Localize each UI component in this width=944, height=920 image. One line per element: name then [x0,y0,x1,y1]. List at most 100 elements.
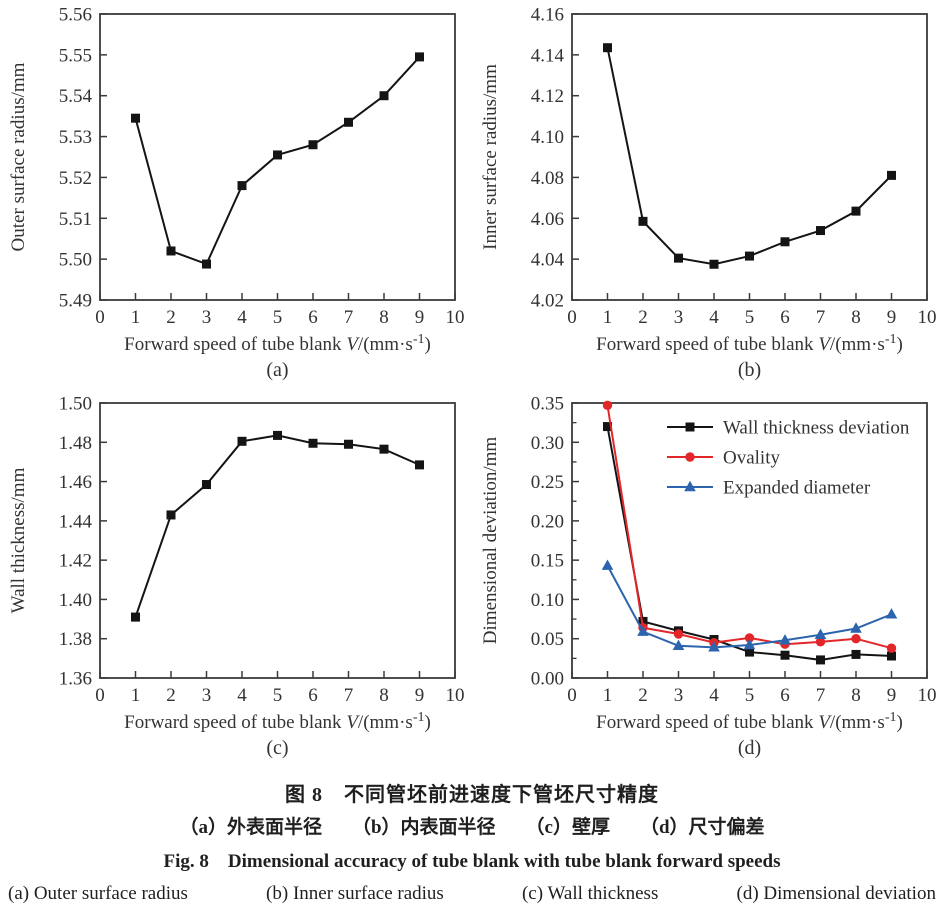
square-marker [131,113,140,123]
square-marker [851,649,861,659]
chart-svg-d: 0 1 2 3 4 5 6 7 8 9 10 0.00 0.05 0.10 0.15 0.20 0.25 0.30… [480,394,937,760]
y-axis-title: Dimensional deviation/mm [480,437,501,645]
y-axis-title: Wall thickness/mm [8,467,29,613]
caption-en-subitems: (a) Outer surface radius (b) Inner surfa… [0,883,944,905]
svg-text:5: 5 [273,685,283,706]
svg-text:5.54: 5.54 [59,86,93,107]
svg-text:7: 7 [816,685,826,706]
series-line-0 [134,434,420,618]
triangle-marker [743,638,756,650]
square-marker [887,651,896,661]
chart-wall-thickness: 0 1 2 3 4 5 6 7 8 9 10 1.36 1.38 1.40 1.42 1.44 1.46 1.48… [0,385,472,770]
subplot-letter: (b) [738,359,761,381]
caption-en-item-a: (a) Outer surface radius [8,883,188,904]
triangle-marker [814,628,827,639]
svg-text:0.20: 0.20 [531,511,564,532]
plot-frame [99,402,456,679]
svg-text:10: 10 [918,307,937,328]
square-marker [308,140,318,150]
caption-cn-item-b: （b）内表面半径 [351,817,496,838]
svg-text:1: 1 [603,307,613,328]
square-marker [780,650,790,660]
chart-outer-surface-radius: 0 1 2 3 4 5 6 7 8 9 10 5.49 5.50 5.51 5.52 5.53 5.54 5.55… [0,0,472,385]
svg-text:9: 9 [415,685,425,706]
chart-dimensional-deviation: 0 1 2 3 4 5 6 7 8 9 10 0.00 0.05 0.10 0.15 0.20 0.25 0.30… [472,385,944,770]
square-marker [202,480,211,490]
svg-text:0.30: 0.30 [531,433,564,454]
svg-text:8: 8 [379,307,389,328]
svg-text:1: 1 [603,685,613,706]
square-marker [379,91,389,101]
svg-text:9: 9 [887,307,897,328]
square-marker [887,170,896,180]
triangle-marker [779,634,791,645]
circle-marker [851,634,861,644]
legend: Wall thickness deviation Ovality Expanded … [667,418,910,499]
svg-text:4.04: 4.04 [531,250,565,271]
subplot-letter: (a) [266,359,288,381]
circle-marker [685,452,695,462]
svg-text:4: 4 [709,307,719,328]
square-marker [166,246,176,256]
svg-text:5: 5 [273,307,283,328]
chart-svg-b: 0 1 2 3 4 5 6 7 8 9 10 4.02 4.04 4.06 4.08 4.10 4.12 4.14… [480,5,937,382]
square-marker [344,439,353,449]
caption-cn-title: 图 8 不同管坯前进速度下管坯尺寸精度 [285,784,659,806]
triangle-marker [885,608,898,619]
svg-text:8: 8 [379,685,389,706]
square-marker [379,444,389,454]
triangle-marker [637,625,649,636]
square-marker [273,150,282,160]
svg-text:4.16: 4.16 [531,5,564,26]
x-axis-title: Forward speed of tube blank V/(mm·s-1) [124,710,431,733]
svg-text:0.00: 0.00 [531,669,564,690]
svg-text:10: 10 [446,685,465,706]
square-marker [780,237,790,247]
svg-text:1.40: 1.40 [59,590,92,611]
svg-text:5: 5 [745,307,755,328]
svg-text:5.53: 5.53 [59,127,92,148]
svg-text:1.42: 1.42 [59,551,92,572]
svg-text:1: 1 [131,685,141,706]
subplot-letter: (d) [738,737,761,759]
caption-cn-item-d: （d）尺寸偏差 [639,817,765,838]
x-axis-title: Forward speed of tube blank V/(mm·s-1) [596,332,903,355]
svg-text:7: 7 [344,307,354,328]
svg-text:5.51: 5.51 [59,209,92,230]
triangle-marker [708,641,720,652]
circle-marker [815,637,826,647]
square-marker [851,206,861,216]
svg-text:1: 1 [131,307,141,328]
caption-en-item-b: (b) Inner surface radius [266,883,444,904]
square-marker [131,612,140,622]
svg-text:8: 8 [851,685,861,706]
y-axis-title: Inner surface radius/mm [480,64,501,250]
svg-text:0.25: 0.25 [531,472,564,493]
svg-text:9: 9 [887,685,897,706]
square-marker [745,251,754,261]
square-marker [237,181,247,191]
caption-en-title: Fig. 8 Dimensional accuracy of tube blan… [163,851,781,872]
svg-text:0.15: 0.15 [531,551,564,572]
svg-text:4.06: 4.06 [531,209,564,230]
svg-text:1.50: 1.50 [59,394,92,415]
svg-text:5: 5 [745,685,755,706]
caption-cn-item-a: （a）外表面半径 [179,817,322,838]
chart-svg-c: 0 1 2 3 4 5 6 7 8 9 10 1.36 1.38 1.40 1.42 1.44 1.46 1.48… [8,394,465,760]
square-marker [685,422,695,432]
circle-marker [886,643,897,653]
svg-text:0: 0 [95,685,105,706]
svg-text:3: 3 [202,685,212,706]
svg-text:4.08: 4.08 [531,168,564,189]
chart-inner-surface-radius: 0 1 2 3 4 5 6 7 8 9 10 4.02 4.04 4.06 4.08 4.10 4.12 4.14… [472,0,944,385]
svg-text:4.12: 4.12 [531,86,564,107]
svg-text:5.56: 5.56 [59,5,92,26]
x-axis-title: Forward speed of tube blank V/(mm·s-1) [596,710,903,733]
svg-text:5.52: 5.52 [59,168,92,189]
svg-text:4.02: 4.02 [531,291,564,312]
svg-text:4: 4 [709,685,719,706]
svg-text:9: 9 [415,307,425,328]
svg-text:4: 4 [237,307,247,328]
triangle-marker [684,480,696,492]
